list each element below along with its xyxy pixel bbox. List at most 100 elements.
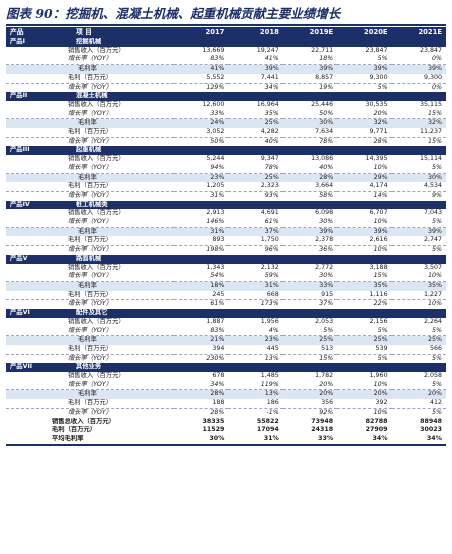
- value-cell: 25%: [391, 335, 446, 345]
- value-cell: 4,691: [260, 209, 279, 217]
- section-product-label: 产品III: [10, 146, 30, 154]
- value-cell: 1,343: [206, 263, 225, 271]
- section-header-fill: [228, 200, 283, 210]
- value-cell: 1,750: [228, 236, 283, 247]
- value-cell: 83%: [174, 55, 229, 66]
- section-header-cell: 产品I 挖掘机械: [6, 38, 175, 47]
- gross-profit-yoy-row: 增长率（YOY） 50% 40% 78% 28% 15%: [6, 137, 446, 146]
- value-cell: 25%: [337, 335, 392, 345]
- row-label: 毛利（百万元）: [6, 73, 175, 84]
- section-header-fill: [174, 363, 229, 373]
- section-header-fill: [391, 38, 446, 47]
- value-cell: 61%: [228, 218, 283, 228]
- value-cell: 61%: [210, 300, 225, 308]
- value-cell: 20%: [391, 389, 446, 400]
- sales-yoy-row: 增长率（YOY） 34% 119% 20% 10% 5%: [6, 380, 446, 391]
- value-cell: 28%: [373, 137, 388, 145]
- row-label: 销售收入（百万元）: [68, 46, 125, 54]
- section-header-fill: [174, 92, 229, 101]
- margin-row: 毛利率 41% 39% 39% 39% 39%: [6, 64, 446, 74]
- value-cell: 20%: [337, 109, 392, 120]
- row-label: 毛利率: [6, 64, 175, 74]
- row-label: 增长率（YOY）: [68, 191, 113, 199]
- value-cell: 5%: [391, 163, 446, 174]
- value-cell: 40%: [264, 137, 279, 145]
- table-header-row: 产品 项 目 2017 2018 2019E 2020E 2021E: [6, 27, 446, 38]
- section-header-fill: [337, 363, 392, 373]
- section-header-fill: [282, 309, 338, 318]
- value-cell: 5%: [432, 408, 442, 416]
- gross-profit-yoy-row: 增长率（YOY） 129% 34% 19% 5% 0%: [6, 83, 446, 92]
- value-cell: 129%: [206, 83, 225, 91]
- row-label: 增长率（YOY）: [6, 218, 175, 228]
- value-cell: 37%: [228, 227, 283, 237]
- value-cell: 2,616: [337, 236, 392, 247]
- value-cell: 513: [282, 344, 338, 355]
- value-cell: 2,772: [315, 263, 334, 271]
- sales-row: 销售收入（百万元） 1,343 2,132 2,772 3,188 3,507: [6, 264, 446, 273]
- section-header-fill: [391, 254, 446, 264]
- value-cell: 15%: [337, 272, 392, 282]
- value-cell: 22,711: [311, 46, 334, 54]
- value-cell: 37%: [319, 300, 334, 308]
- section-product-name: 其他业务: [76, 363, 102, 371]
- value-cell: 41%: [228, 55, 283, 66]
- value-cell: 20%: [282, 389, 338, 400]
- value-cell: 2,913: [206, 209, 225, 217]
- section-header-fill: [174, 200, 229, 210]
- value-cell: 11529: [202, 426, 225, 434]
- margin-row: 毛利率 24% 25% 30% 32% 32%: [6, 118, 446, 129]
- value-cell: 39%: [391, 227, 446, 237]
- header-year: 2017: [174, 27, 229, 38]
- value-cell: 13,669: [202, 46, 225, 54]
- value-cell: 92%: [319, 408, 334, 416]
- section-header-fill: [282, 200, 338, 210]
- value-cell: 3,052: [174, 128, 229, 138]
- value-cell: 1,205: [174, 182, 229, 192]
- value-cell: 54%: [174, 272, 229, 282]
- value-cell: 40%: [282, 163, 338, 174]
- margin-row: 毛利率 31% 37% 39% 39% 39%: [6, 227, 446, 237]
- value-cell: 146%: [174, 218, 229, 228]
- row-label: 增长率（YOY）: [68, 354, 113, 362]
- value-cell: 173%: [260, 300, 279, 308]
- value-cell: 34%: [174, 380, 229, 391]
- value-cell: 39%: [337, 64, 392, 74]
- value-cell: 23%: [174, 173, 229, 183]
- section-product-name: 桩工机械类: [76, 200, 108, 208]
- row-label: 增长率（YOY）: [68, 300, 113, 308]
- value-cell: 678: [212, 372, 225, 380]
- sales-yoy-row: 增长率（YOY） 146% 61% 30% 10% 5%: [6, 218, 446, 228]
- value-cell: 19,247: [256, 46, 279, 54]
- row-label: 增长率（YOY）: [68, 137, 113, 145]
- avg-margin-row: 平均毛利率 30% 31% 33% 34% 34%: [6, 434, 446, 446]
- section-header-fill: [282, 38, 338, 47]
- value-cell: 13%: [264, 354, 279, 362]
- value-cell: 16,964: [256, 100, 279, 108]
- gross-profit-row: 毛利（百万元） 394 445 513 539 566: [6, 344, 446, 355]
- section-header-row: 产品VII 其他业务: [6, 363, 446, 373]
- section-header-fill: [391, 92, 446, 101]
- row-label: 平均毛利率: [6, 434, 175, 446]
- row-label: 增长率（YOY）: [6, 109, 175, 120]
- value-cell: 10%: [337, 218, 392, 228]
- value-cell: 9,771: [337, 128, 392, 138]
- value-cell: 5,552: [174, 73, 229, 84]
- gross-profit-yoy-row: 增长率（YOY） 31% 93% 58% 14% 9%: [6, 191, 446, 200]
- gross-profit-row: 毛利（百万元） 188 186 356 392 412: [6, 399, 446, 409]
- section-header-row: 产品VI 配件及其它: [6, 309, 446, 318]
- value-cell: 34%: [337, 434, 392, 446]
- header-year: 2018: [228, 27, 283, 38]
- figure-title-bar: 图表 90：挖掘机、混凝土机械、起重机械贡献主要业绩增长: [6, 4, 446, 26]
- value-cell: 31%: [174, 227, 229, 237]
- gross-profit-yoy-row: 增长率（YOY） 230% 13% 15% 5% 5%: [6, 354, 446, 363]
- row-label: 毛利（百万元）: [6, 128, 175, 138]
- value-cell: 39%: [282, 227, 338, 237]
- value-cell: 10%: [373, 246, 388, 254]
- row-label: 毛利（百万元）: [6, 290, 175, 301]
- value-cell: 5%: [377, 354, 388, 362]
- value-cell: 2,264: [423, 317, 442, 325]
- row-label: 销售总收入（百万元）: [52, 417, 115, 425]
- section-header-fill: [391, 146, 446, 156]
- performance-table: 产品 项 目 2017 2018 2019E 2020E 2021E 产品I 挖掘机…: [6, 27, 446, 446]
